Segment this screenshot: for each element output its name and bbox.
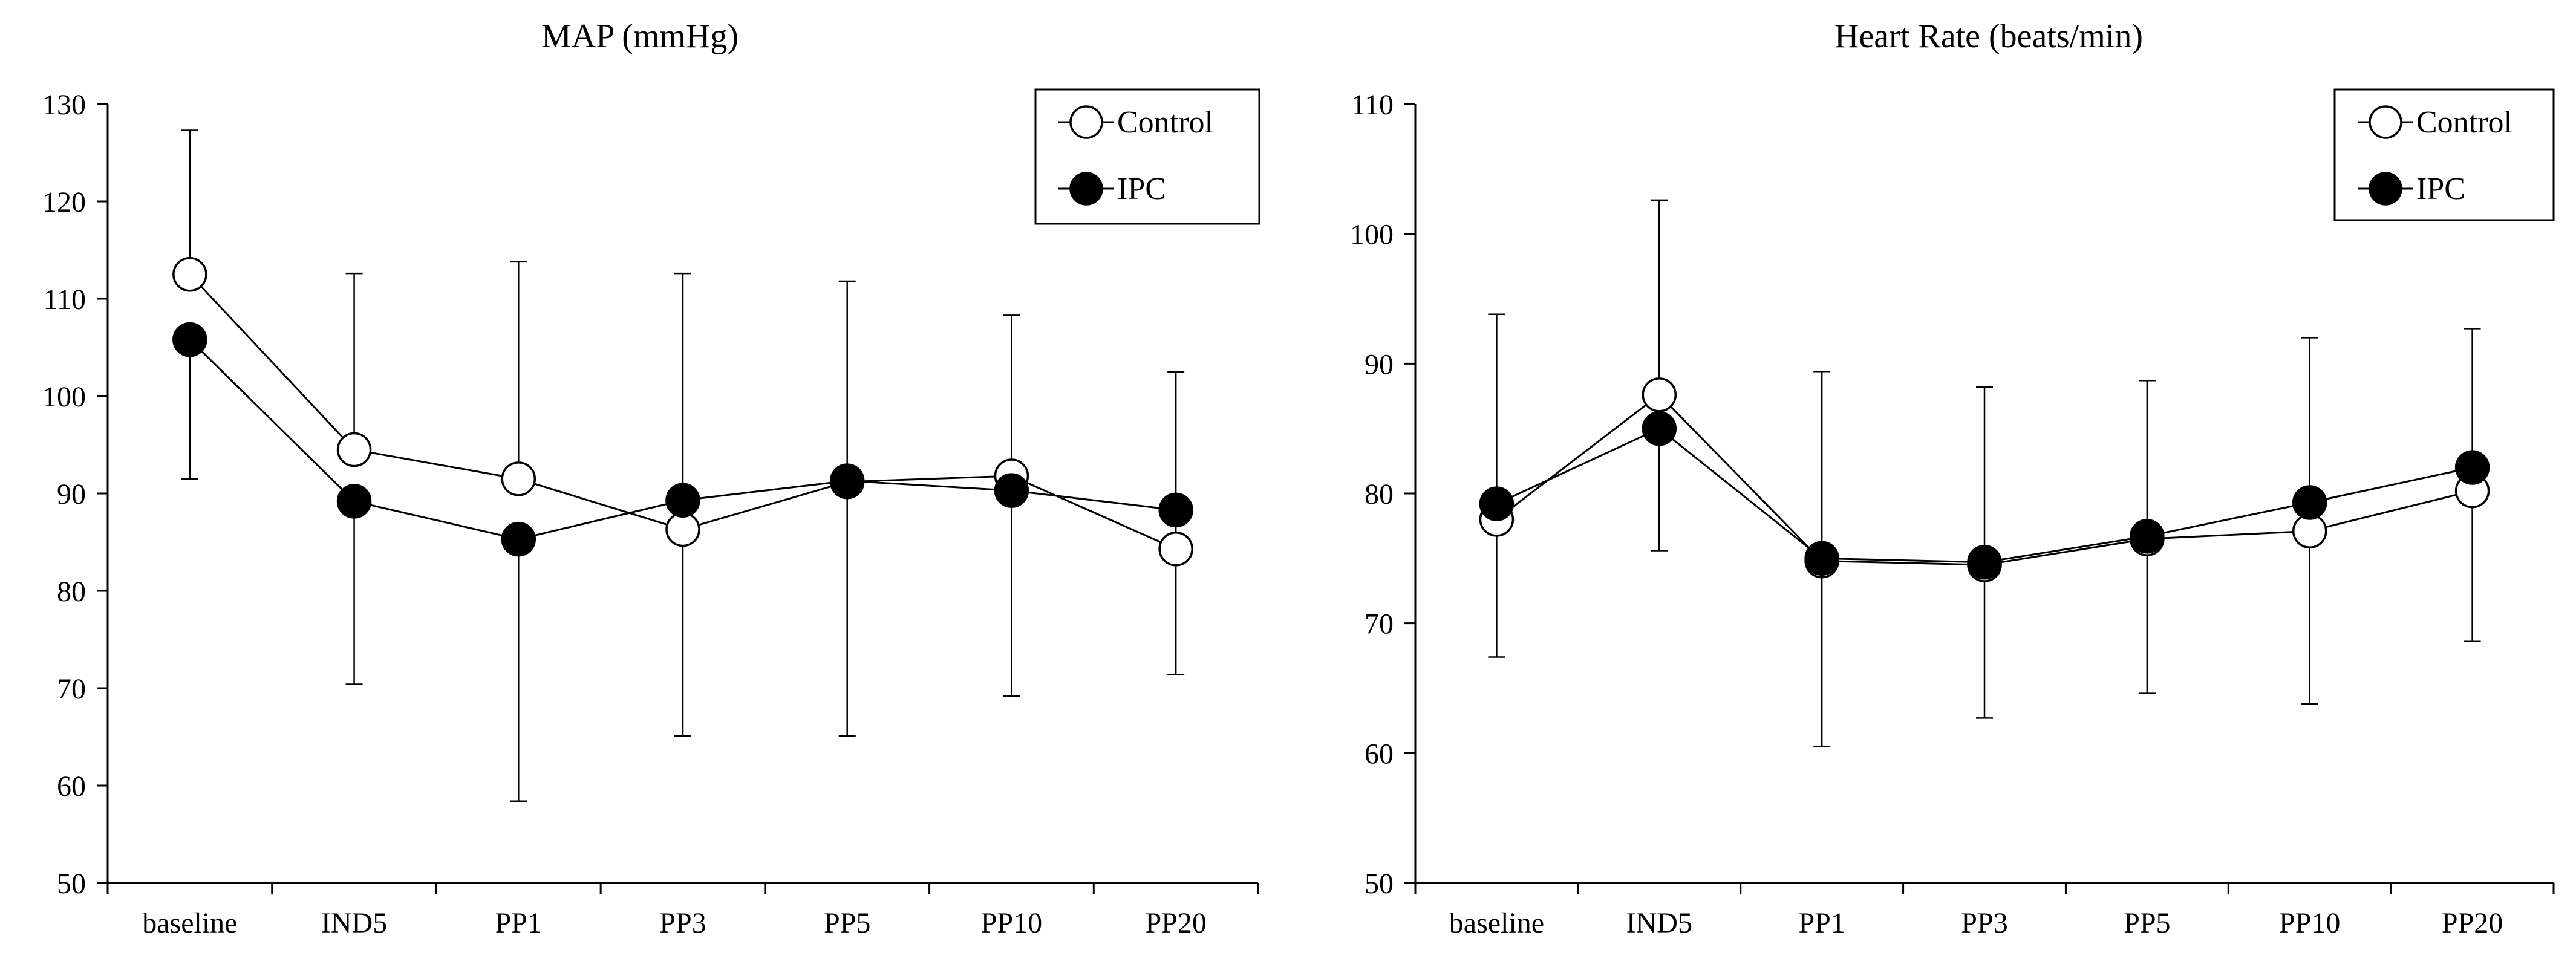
x-tick-label: PP10 [2279,907,2340,939]
data-point-control [1158,532,1193,567]
x-tick-label: PP1 [495,907,542,939]
data-point-ipc [1967,545,2002,580]
y-tick-label: 50 [1365,868,1394,900]
legend-label-ipc: IPC [2416,172,2465,206]
y-tick-label: 80 [57,576,86,608]
y-tick-label: 80 [1365,478,1394,510]
legend-label-ipc: IPC [1117,172,1166,206]
legend-marker-ipc [2369,172,2402,206]
data-point-ipc [665,483,700,518]
data-point-ipc [829,463,865,498]
x-tick-label: IND5 [1626,907,1692,939]
x-tick-label: baseline [142,907,237,939]
data-point-ipc [336,484,372,519]
data-point-control [172,257,207,292]
legend-label-control: Control [1117,105,1213,140]
legend-marker-ipc [1069,172,1103,206]
legend-label-control: Control [2416,105,2512,140]
x-tick-label: PP3 [659,907,706,939]
chart-title: Heart Rate (beats/min) [1834,18,2143,55]
y-tick-label: 110 [1351,89,1394,121]
data-point-control [336,432,372,467]
data-point-ipc [2292,485,2327,520]
data-point-ipc [1158,492,1193,528]
x-tick-label: PP1 [1798,907,1845,939]
y-tick-label: 60 [57,770,86,802]
y-tick-label: 110 [44,284,86,316]
y-tick-label: 90 [57,478,86,510]
chart-title: MAP (mmHg) [541,18,739,55]
data-point-ipc [2454,450,2490,485]
data-point-control [665,512,700,547]
y-tick-label: 100 [42,381,86,413]
y-tick-label: 50 [57,868,86,900]
x-tick-label: IND5 [321,907,387,939]
data-point-ipc [994,473,1029,508]
legend-marker-control [1069,105,1103,139]
x-tick-label: PP20 [1145,907,1206,939]
y-tick-label: 70 [57,673,86,705]
legend-box [2333,88,2555,221]
y-tick-label: 60 [1365,738,1394,770]
legend-marker-control [2369,105,2402,139]
legend-box [1034,88,1260,225]
y-tick-label: 130 [42,89,86,121]
data-point-ipc [1804,541,1839,576]
data-point-ipc [2130,519,2165,554]
y-tick-label: 90 [1365,348,1394,380]
data-point-ipc [1479,486,1515,521]
chart-panel-2: Heart Rate (beats/min) 50 60 70 80 90 100 110 ba… [1350,18,2555,939]
data-point-ipc [172,322,207,357]
x-tick-label: PP10 [981,907,1042,939]
x-tick-label: baseline [1449,907,1544,939]
x-tick-label: PP5 [824,907,870,939]
chart-panel-1: MAP (mmHg) 50 60 70 80 90 100 110 120 130 baseline… [42,18,1260,939]
data-point-control [1642,377,1677,412]
y-tick-label: 120 [42,186,86,218]
y-tick-label: 100 [1350,219,1394,251]
x-tick-label: PP5 [2124,907,2170,939]
x-tick-label: PP20 [2442,907,2503,939]
data-point-ipc [501,521,536,557]
y-tick-label: 70 [1365,608,1394,640]
data-point-control [501,461,536,496]
x-tick-label: PP3 [1961,907,2007,939]
data-point-ipc [1642,411,1677,446]
